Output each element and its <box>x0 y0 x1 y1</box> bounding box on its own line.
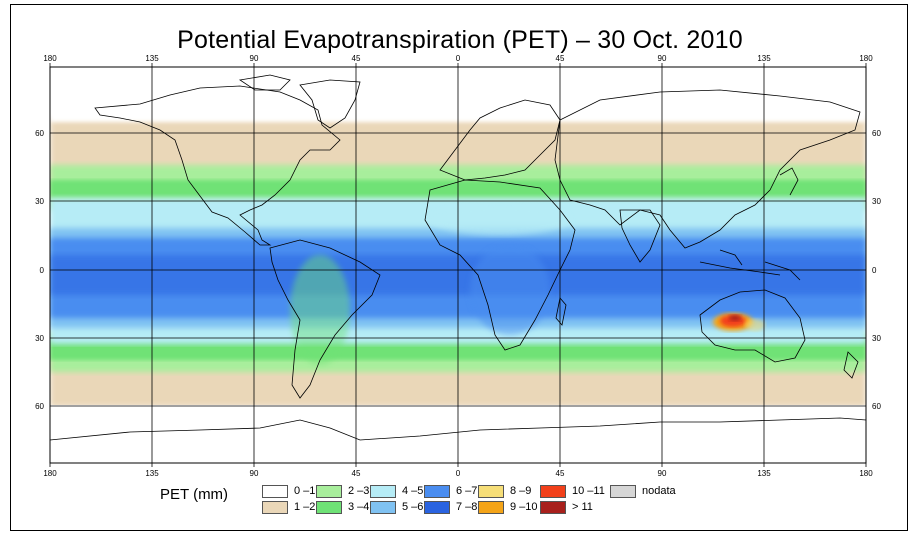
lon-label-bottom: 135 <box>757 469 771 478</box>
legend-swatch <box>540 500 566 514</box>
legend-item-label: 8 –9 <box>510 485 532 497</box>
legend-item-label: > 11 <box>572 501 593 513</box>
lon-label-bottom: 180 <box>859 469 873 478</box>
legend-item: 3 –4 <box>316 500 369 514</box>
legend-item-label: 6 –7 <box>456 485 478 497</box>
lon-label-bottom: 90 <box>658 469 667 478</box>
lat-label-left: 60 <box>35 402 44 411</box>
page-title: Potential Evapotranspiration (PET) – 30 … <box>177 26 743 54</box>
legend-item-label: 5 –6 <box>402 501 424 513</box>
lat-label-right: 60 <box>872 129 881 138</box>
lat-label-left: 0 <box>40 266 45 275</box>
legend-item: 2 –3 <box>316 484 369 498</box>
lat-label-right: 30 <box>872 334 881 343</box>
map-frame <box>10 4 908 531</box>
lat-label-right: 60 <box>872 402 881 411</box>
legend-swatch <box>316 484 342 498</box>
legend-item-label: 4 –5 <box>402 485 424 497</box>
lat-label-left: 30 <box>35 197 44 206</box>
legend-item-label: nodata <box>642 485 676 497</box>
lon-label-top: 45 <box>556 54 565 63</box>
legend-item: 4 –5 <box>370 484 423 498</box>
lon-label-bottom: 90 <box>250 469 259 478</box>
legend-item: 1 –2 <box>262 500 315 514</box>
legend-item: 0 –1 <box>262 484 315 498</box>
lon-label-top: 180 <box>43 54 57 63</box>
legend-item-label: 1 –2 <box>294 501 316 513</box>
legend-item: 6 –7 <box>424 484 477 498</box>
coastlines <box>50 74 866 441</box>
legend-swatch <box>262 500 288 514</box>
legend-swatch <box>424 484 450 498</box>
legend-swatch <box>478 484 504 498</box>
lat-label-right: 0 <box>872 266 877 275</box>
lon-label-top: 180 <box>859 54 873 63</box>
legend-swatch <box>610 484 636 498</box>
legend-swatch <box>370 484 396 498</box>
legend-swatch <box>540 484 566 498</box>
legend-title: PET (mm) <box>160 486 229 503</box>
legend-item-label: 10 –11 <box>572 485 605 497</box>
legend-item: > 11 <box>540 500 593 514</box>
axis-ticks <box>49 63 867 467</box>
legend-item-label: 2 –3 <box>348 485 370 497</box>
legend-item: 10 –11 <box>540 484 605 498</box>
legend-swatch <box>370 500 396 514</box>
legend-swatch <box>424 500 450 514</box>
legend-swatch <box>478 500 504 514</box>
lon-label-top: 135 <box>145 54 159 63</box>
lon-label-top: 45 <box>352 54 361 63</box>
legend-item: 5 –6 <box>370 500 423 514</box>
lon-label-top: 0 <box>456 54 461 63</box>
legend-swatch <box>262 484 288 498</box>
lon-label-bottom: 45 <box>556 469 565 478</box>
lat-label-right: 30 <box>872 197 881 206</box>
legend-item: 9 –10 <box>478 500 538 514</box>
lon-label-bottom: 180 <box>43 469 57 478</box>
legend-item-label: 0 –1 <box>294 485 316 497</box>
graticule <box>50 67 866 463</box>
legend-item: 8 –9 <box>478 484 531 498</box>
lon-label-bottom: 0 <box>456 469 461 478</box>
lon-label-top: 90 <box>250 54 259 63</box>
lon-label-top: 90 <box>658 54 667 63</box>
lat-label-left: 60 <box>35 129 44 138</box>
legend-item-label: 7 –8 <box>456 501 478 513</box>
legend-item-label: 3 –4 <box>348 501 370 513</box>
legend-swatch <box>316 500 342 514</box>
lon-label-bottom: 135 <box>145 469 159 478</box>
legend-item: 7 –8 <box>424 500 477 514</box>
lat-label-left: 30 <box>35 334 44 343</box>
legend-item-label: 9 –10 <box>510 501 538 513</box>
lon-label-top: 135 <box>757 54 771 63</box>
legend-item: nodata <box>610 484 676 498</box>
lon-label-bottom: 45 <box>352 469 361 478</box>
